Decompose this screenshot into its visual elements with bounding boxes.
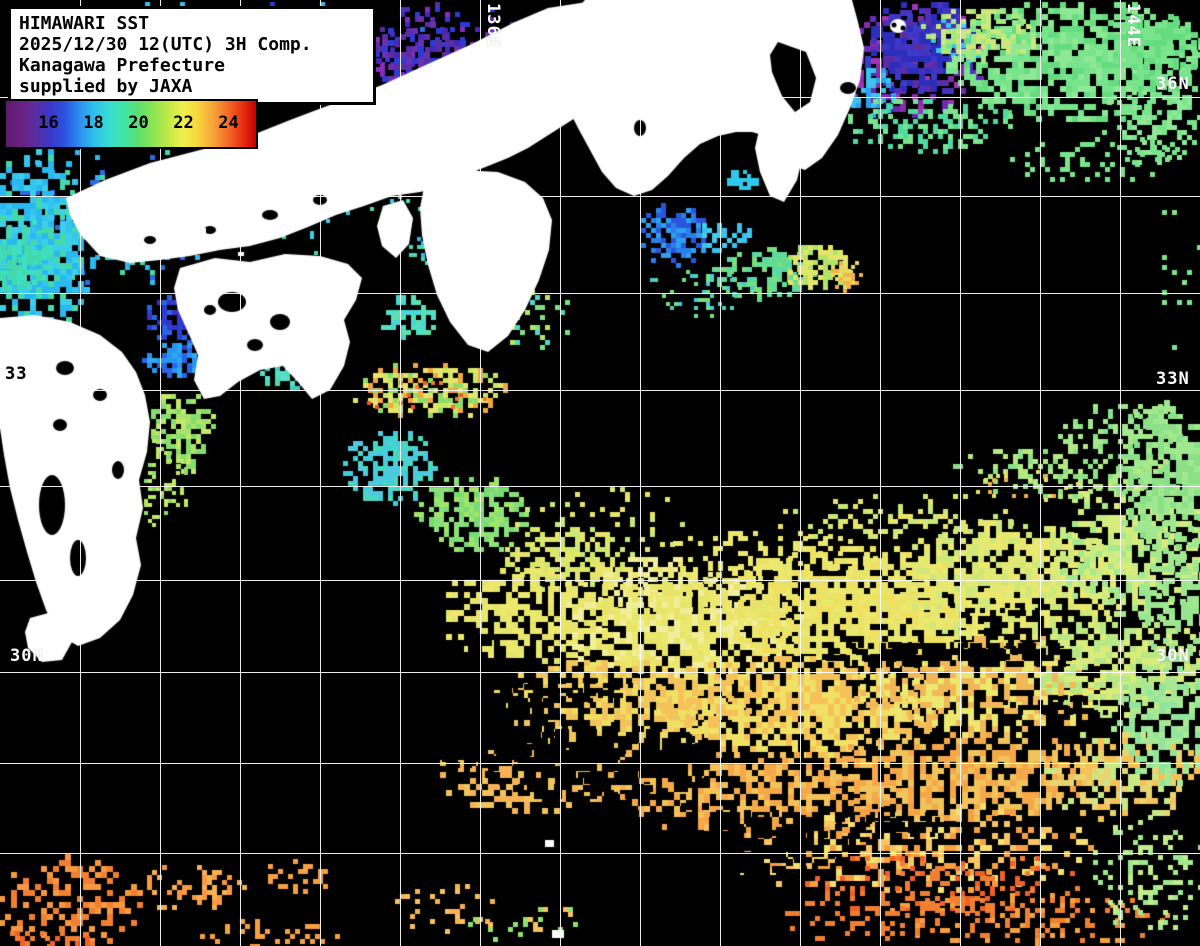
color-scale-tick: 22 <box>173 113 194 133</box>
info-line-source: supplied by JAXA <box>19 76 193 97</box>
color-scale-tick: 20 <box>128 113 149 133</box>
color-scale-tick: 16 <box>38 113 59 133</box>
info-line-product: HIMAWARI SST <box>19 13 150 34</box>
color-scale-tick: 24 <box>218 113 239 133</box>
color-scale: 16 18 20 22 24 <box>4 99 258 149</box>
info-line-datetime: 2025/12/30 12(UTC) 3H Comp. <box>19 34 312 55</box>
color-scale-gradient <box>6 101 256 147</box>
info-panel: HIMAWARI SST 2025/12/30 12(UTC) 3H Comp.… <box>8 6 376 105</box>
color-scale-tick: 18 <box>83 113 104 133</box>
info-line-region: Kanagawa Prefecture <box>19 55 225 76</box>
